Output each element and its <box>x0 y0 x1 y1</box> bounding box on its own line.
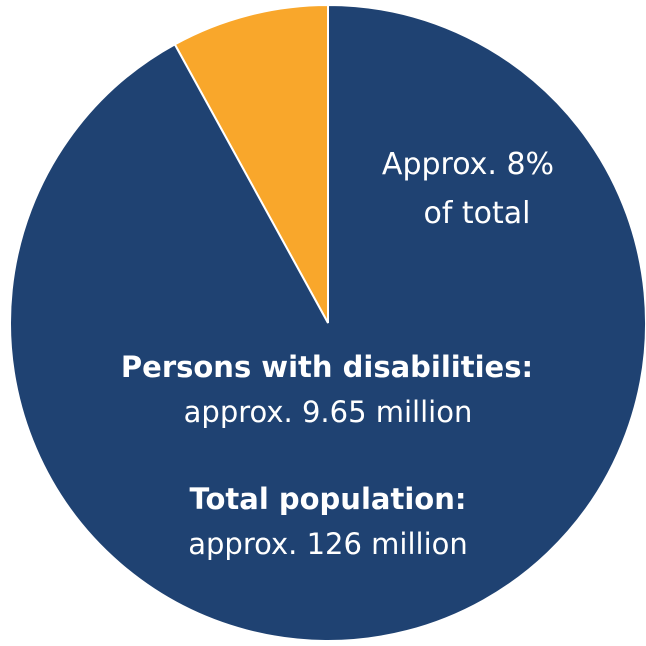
total-heading: Total population: <box>190 482 467 516</box>
total-value: approx. 126 million <box>188 527 468 561</box>
disabled-value: approx. 9.65 million <box>184 395 473 429</box>
percent-label-line2: of total <box>423 196 530 231</box>
percent-label-line1: Approx. 8% <box>382 147 554 182</box>
pie-slice-rest <box>9 3 646 642</box>
disabled-heading: Persons with disabilities: <box>121 350 533 384</box>
pie-slices <box>9 3 646 642</box>
pie-labels: Approx. 8% of total Persons with disabil… <box>121 147 554 561</box>
pie-slice-disabilities <box>173 3 329 324</box>
